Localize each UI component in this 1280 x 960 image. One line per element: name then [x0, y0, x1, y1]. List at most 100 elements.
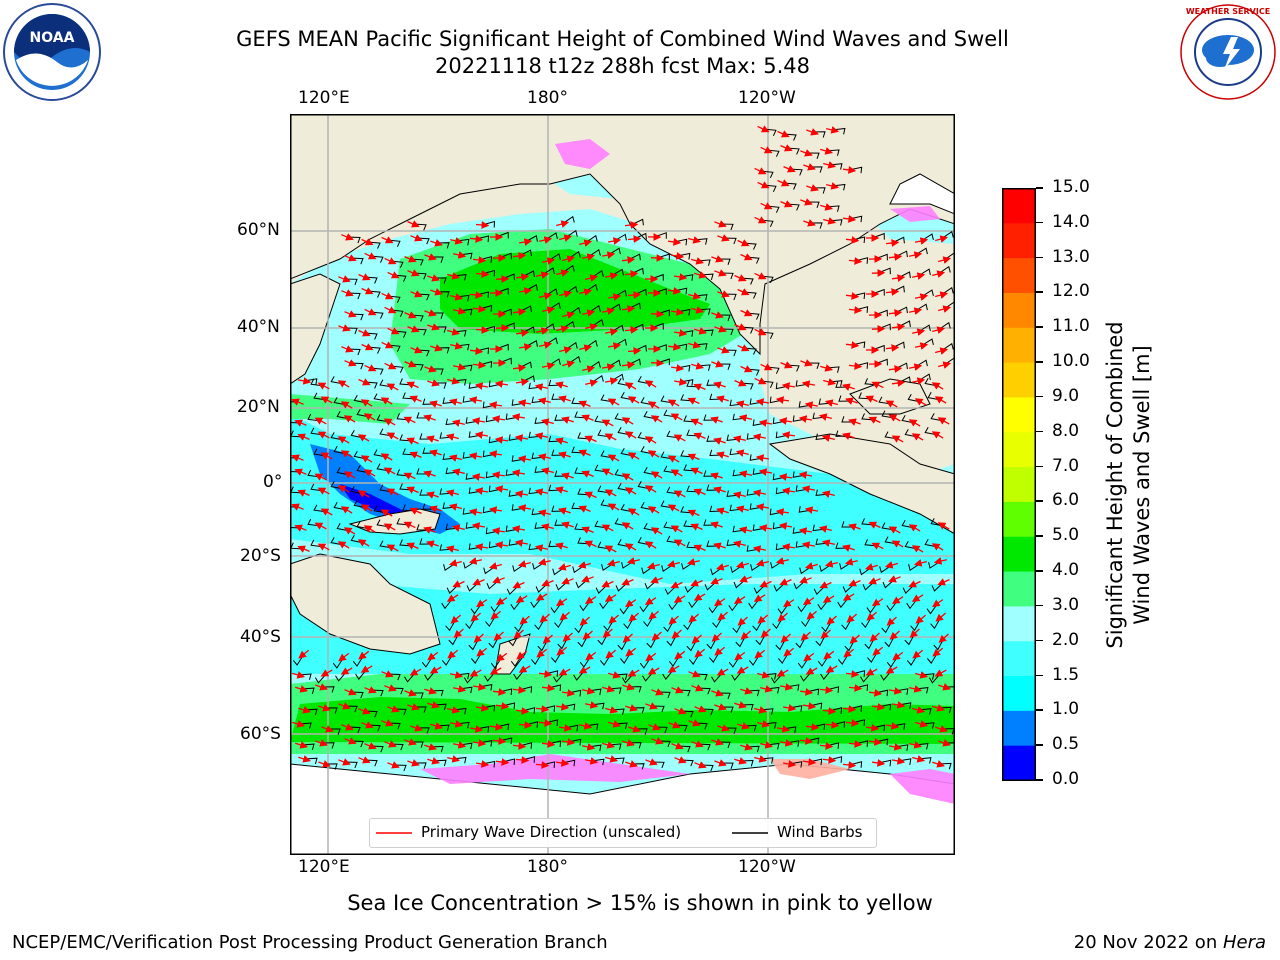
wave-direction-arrow	[427, 701, 440, 709]
wave-direction-arrow	[424, 253, 437, 261]
wave-direction-arrow	[914, 342, 929, 350]
wind-barbs-legend-swatch	[732, 832, 768, 834]
wave-direction-arrow	[380, 453, 393, 461]
wave-direction-arrow	[740, 365, 753, 373]
wave-direction-arrow	[562, 738, 576, 746]
wave-direction-arrow	[476, 647, 488, 657]
wave-direction-arrow	[489, 667, 502, 675]
wave-direction-arrow	[608, 614, 620, 624]
wave-direction-arrow	[737, 288, 750, 296]
wave-direction-arrow	[848, 684, 863, 692]
wave-direction-arrow	[668, 287, 682, 295]
wave-direction-arrow	[713, 381, 726, 389]
wave-direction-arrow	[514, 490, 529, 498]
wave-direction-arrow	[407, 325, 420, 333]
wave-direction-arrow	[337, 380, 350, 388]
map-title-line1: GEFS MEAN Pacific Significant Height of …	[236, 27, 1009, 51]
wave-direction-arrow	[754, 706, 768, 714]
wave-direction-arrow	[344, 688, 357, 696]
wave-direction-arrow	[495, 702, 510, 710]
wave-direction-legend-swatch	[376, 832, 412, 834]
wave-direction-arrow	[671, 686, 684, 694]
wave-direction-arrow	[651, 688, 664, 696]
wave-direction-arrow	[714, 220, 727, 228]
wave-direction-arrow	[714, 646, 726, 656]
wave-direction-arrow	[540, 418, 554, 426]
wave-direction-arrow	[360, 665, 373, 673]
wave-direction-arrow	[732, 540, 746, 548]
wave-direction-arrow	[911, 433, 924, 441]
wave-direction-arrow	[606, 559, 620, 567]
colorbar-cell	[1002, 501, 1036, 537]
wave-direction-arrow	[471, 522, 486, 530]
colorbar-tick-label: 2.0	[1052, 629, 1080, 650]
wave-direction-arrow	[824, 399, 838, 407]
wave-direction-arrow	[843, 166, 857, 174]
colorbar-tick-label: 10.0	[1052, 351, 1090, 372]
colorbar-tick-mark	[1036, 221, 1043, 224]
wave-direction-arrow	[358, 756, 371, 764]
wave-direction-arrow	[688, 292, 702, 300]
colorbar-tick-label: 0.5	[1052, 734, 1080, 755]
wave-direction-arrow	[423, 526, 436, 534]
wave-direction-arrow	[667, 665, 680, 673]
wave-direction-arrow	[541, 740, 556, 748]
wave-direction-arrow	[410, 290, 423, 298]
wave-direction-arrow	[673, 434, 686, 442]
wave-direction-arrow	[908, 307, 923, 315]
wave-direction-arrow	[404, 738, 417, 746]
wave-direction-arrow	[933, 557, 948, 565]
wave-direction-arrow	[687, 509, 700, 517]
wave-direction-arrow	[798, 415, 813, 423]
wave-direction-arrow	[783, 599, 795, 608]
wave-direction-arrow	[646, 562, 660, 570]
wave-direction-arrow	[801, 541, 816, 549]
wave-direction-arrow	[410, 234, 423, 242]
wave-direction-arrow	[534, 383, 549, 391]
wave-direction-arrow	[424, 365, 437, 373]
colorbar-tick-label: 0.0	[1052, 769, 1080, 789]
wave-direction-arrow	[624, 382, 637, 390]
wave-direction-arrow	[868, 521, 881, 529]
wave-direction-arrow	[694, 327, 708, 335]
wave-direction-arrow	[406, 437, 419, 445]
wave-direction-arrow	[671, 742, 684, 750]
wave-direction-arrow	[668, 721, 681, 729]
wave-direction-arrow	[888, 575, 901, 583]
wave-direction-arrow	[562, 632, 573, 642]
wave-direction-arrow	[519, 287, 533, 295]
wave-direction-arrow	[826, 182, 840, 190]
wave-direction-arrow	[775, 508, 789, 516]
wave-direction-arrow	[891, 540, 904, 548]
wave-direction-arrow	[338, 275, 351, 283]
wave-direction-arrow	[468, 557, 483, 565]
wave-direction-arrow	[604, 489, 617, 497]
wave-direction-arrow	[622, 683, 635, 691]
colorbar-cell	[1002, 222, 1036, 259]
wave-direction-arrow	[823, 378, 837, 386]
wave-direction-arrow	[647, 667, 660, 675]
wave-direction-arrow	[937, 578, 950, 586]
wave-direction-arrow	[826, 615, 837, 625]
wave-direction-arrow	[608, 720, 622, 728]
wave-direction-arrow	[558, 451, 571, 459]
wave-direction-arrow	[932, 270, 946, 278]
wave-direction-arrow	[626, 557, 641, 565]
wave-direction-arrow	[754, 377, 767, 385]
wave-direction-arrow	[888, 309, 903, 317]
wave-direction-arrow	[804, 506, 819, 514]
wave-direction-arrow	[667, 504, 680, 512]
wave-direction-arrow	[448, 454, 462, 462]
wave-direction-arrow	[578, 505, 591, 513]
wave-direction-arrow	[670, 581, 683, 589]
colorbar-cell	[1002, 745, 1036, 781]
wave-direction-arrow	[559, 611, 571, 621]
wave-direction-arrow	[452, 685, 467, 693]
wave-direction-arrow	[735, 561, 749, 569]
wave-direction-arrow	[842, 761, 857, 769]
wave-direction-arrow	[518, 665, 531, 673]
wave-direction-arrow	[734, 274, 747, 282]
wave-direction-arrow	[556, 269, 570, 277]
wave-direction-arrow	[601, 580, 614, 588]
wave-direction-arrow	[381, 341, 394, 349]
